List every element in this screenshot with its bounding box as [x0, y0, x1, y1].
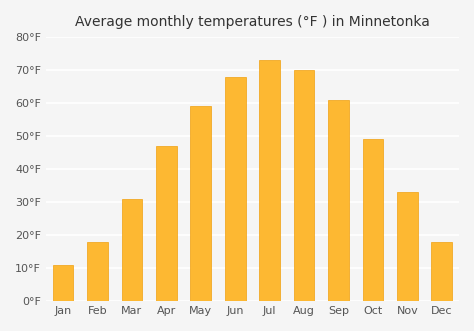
Bar [156, 146, 177, 301]
Bar [363, 139, 383, 301]
Bar [225, 77, 246, 301]
Bar [87, 242, 108, 301]
Bar [122, 199, 142, 301]
Bar [431, 242, 452, 301]
Bar [191, 107, 211, 301]
Bar [294, 70, 314, 301]
Bar [53, 265, 73, 301]
Bar [259, 60, 280, 301]
Bar [328, 100, 349, 301]
Title: Average monthly temperatures (°F ) in Minnetonka: Average monthly temperatures (°F ) in Mi… [75, 15, 430, 29]
Bar [397, 192, 418, 301]
